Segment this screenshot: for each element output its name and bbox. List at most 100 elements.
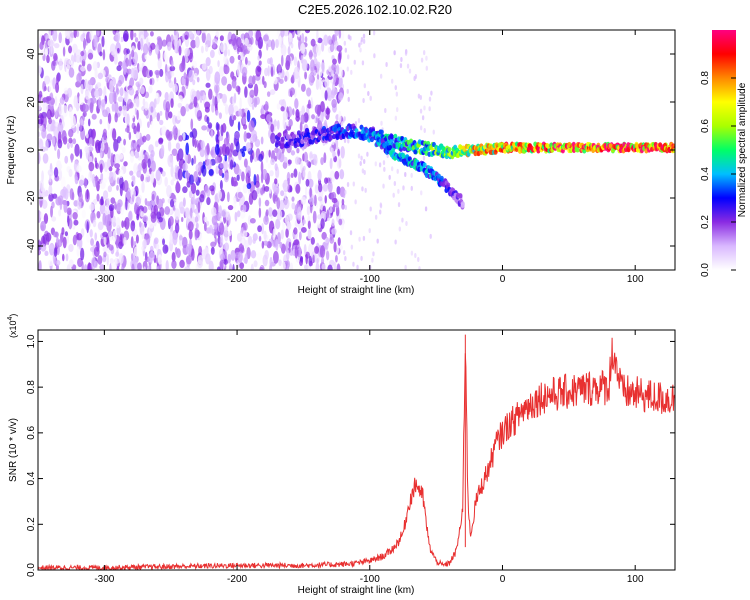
noise-cell [248, 235, 253, 246]
noise-cell [360, 155, 363, 161]
noise-cell [102, 231, 109, 238]
noise-cell [59, 96, 65, 105]
noise-cell [126, 48, 130, 54]
noise-cell [378, 162, 382, 168]
snr-x-ticks: -300 -200 -100 0 100 [94, 330, 644, 585]
noise-cell [337, 148, 340, 157]
noise-cell [89, 101, 94, 114]
noise-cell [290, 150, 296, 156]
noise-cell [168, 72, 172, 84]
noise-cell [76, 233, 83, 241]
noise-cell [317, 219, 322, 229]
noise-cell [68, 168, 73, 178]
noise-cell [284, 75, 288, 82]
noise-cell [286, 265, 290, 270]
noise-cell [237, 191, 243, 199]
noise-cell [276, 148, 282, 160]
noise-cell [272, 250, 279, 264]
noise-cell [116, 184, 119, 191]
noise-cell [149, 101, 155, 113]
noise-cell [250, 130, 257, 139]
noise-cell [148, 85, 153, 94]
noise-cell [394, 115, 398, 121]
noise-cell [282, 161, 288, 169]
noise-cell [171, 259, 177, 269]
noise-cell [383, 166, 386, 172]
noise-cell [283, 198, 290, 210]
noise-cell [214, 144, 220, 156]
noise-cell [223, 49, 228, 57]
noise-cell [331, 198, 338, 204]
noise-cell [47, 169, 54, 177]
y-tick-label: 1.0 [26, 334, 37, 348]
noise-cell [141, 181, 145, 194]
noise-cell [89, 229, 93, 238]
noise-cell [357, 153, 361, 159]
noise-cell [80, 247, 85, 261]
noise-cell [185, 255, 192, 265]
noise-cell [130, 142, 135, 150]
noise-cell [367, 91, 370, 97]
noise-cell [209, 224, 213, 234]
y-tick-label: 0.8 [26, 380, 37, 394]
ridge-cell [277, 132, 282, 138]
noise-cell [178, 95, 183, 102]
noise-cell [257, 225, 262, 233]
noise-cell [329, 206, 333, 214]
noise-cell [58, 32, 62, 44]
noise-cell [397, 188, 400, 194]
noise-cell [265, 150, 269, 163]
noise-cell [310, 38, 316, 47]
noise-cell [324, 90, 328, 101]
noise-cell [267, 207, 273, 217]
noise-cell [159, 110, 163, 116]
noise-cell [104, 161, 108, 173]
noise-cell [260, 136, 264, 145]
noise-cell [210, 148, 215, 157]
noise-cell [341, 198, 345, 206]
y-tick-label: 0.0 [26, 563, 37, 577]
noise-cell [131, 49, 135, 58]
noise-cell [140, 210, 144, 218]
noise-cell [118, 168, 124, 178]
noise-cell [201, 30, 208, 34]
noise-cell [335, 64, 340, 76]
noise-cell [373, 53, 376, 59]
noise-cell [191, 157, 194, 166]
noise-cell [238, 243, 245, 254]
noise-cell [104, 214, 110, 228]
noise-cell [119, 87, 124, 97]
noise-cell [161, 197, 165, 204]
noise-cell [89, 203, 95, 211]
noise-cell [173, 35, 179, 48]
noise-cell [257, 55, 260, 61]
noise-cell [276, 208, 283, 221]
noise-cell [199, 90, 204, 97]
noise-cell [116, 65, 122, 72]
noise-cell [191, 128, 198, 139]
noise-cell [268, 187, 272, 194]
noise-cell [249, 89, 255, 99]
noise-cell [242, 230, 248, 238]
ridge-cell [292, 133, 297, 140]
noise-cell [274, 178, 278, 185]
noise-cell [421, 115, 425, 121]
noise-cell [142, 135, 147, 143]
noise-cell [272, 228, 276, 241]
noise-cell [87, 262, 93, 270]
noise-cell [208, 260, 214, 270]
noise-cell [233, 197, 237, 210]
noise-cell [333, 261, 337, 270]
x-tick-label: -100 [360, 574, 380, 585]
noise-cell [223, 242, 230, 252]
noise-cell [329, 170, 336, 183]
noise-cell [294, 98, 299, 110]
noise-cell [182, 162, 188, 171]
noise-cell [139, 77, 144, 86]
noise-cell [77, 257, 83, 268]
noise-cell [285, 228, 289, 238]
noise-cell [73, 95, 79, 109]
noise-cell [208, 168, 214, 176]
noise-cell [150, 214, 157, 223]
noise-cell [191, 94, 195, 101]
